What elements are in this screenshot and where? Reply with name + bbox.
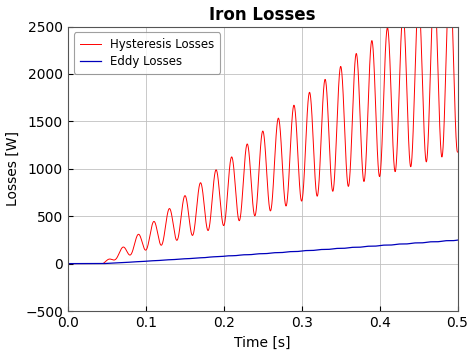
Line: Hysteresis Losses: Hysteresis Losses [68, 0, 457, 264]
Eddy Losses [141, 259, 147, 263]
Title: Iron Losses: Iron Losses [210, 6, 316, 23]
Eddy Losses [67, 262, 73, 266]
Hysteresis Losses [434, 31, 440, 36]
Legend: Hysteresis Losses, Eddy Losses: Hysteresis Losses, Eddy Losses [74, 32, 220, 74]
X-axis label: Time [s]: Time [s] [235, 335, 291, 349]
Eddy Losses [81, 262, 87, 266]
Eddy Losses [434, 240, 440, 244]
Eddy Losses [88, 262, 94, 266]
Hysteresis Losses [88, 262, 94, 266]
Hysteresis Losses [65, 262, 71, 266]
Hysteresis Losses [455, 150, 460, 154]
Y-axis label: Losses [W]: Losses [W] [6, 131, 19, 206]
Eddy Losses [455, 238, 460, 242]
Line: Eddy Losses: Eddy Losses [68, 240, 457, 264]
Hysteresis Losses [81, 262, 87, 266]
Eddy Losses [65, 262, 71, 266]
Hysteresis Losses [67, 262, 73, 266]
Eddy Losses [255, 252, 261, 256]
Hysteresis Losses [255, 180, 261, 184]
Hysteresis Losses [141, 246, 147, 251]
